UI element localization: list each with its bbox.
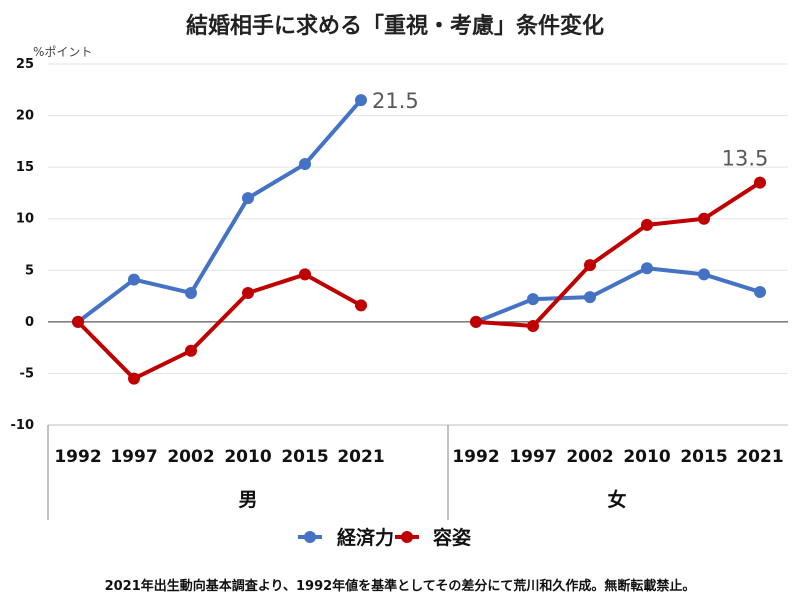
data-point: [242, 192, 254, 205]
series-line: [76, 272, 363, 381]
data-point: [527, 293, 539, 306]
y-tick-label: 0: [25, 315, 34, 330]
legend-label: 経済力: [337, 526, 394, 549]
data-point: [754, 176, 766, 189]
chart-title: 結婚相手に求める「重視・考慮」条件変化: [186, 13, 604, 39]
legend-marker: [304, 531, 316, 543]
legend-label: 容姿: [433, 526, 471, 549]
group-label: 男: [238, 489, 257, 511]
y-unit-label: %ポイント: [33, 45, 92, 59]
x-tick-label: 2010: [224, 447, 271, 467]
data-point: [641, 218, 653, 231]
data-point: [641, 262, 653, 275]
legend: 経済力 容姿: [298, 526, 471, 549]
y-tick-label: 20: [16, 109, 34, 124]
data-point: [299, 268, 311, 281]
x-tick-label: 2021: [337, 447, 384, 467]
x-tick-label: 2002: [566, 447, 613, 467]
data-point: [185, 344, 197, 357]
x-tick-label: 1997: [110, 447, 157, 467]
y-tick-label: 10: [16, 212, 34, 227]
data-point: [584, 259, 596, 272]
data-point: [355, 299, 367, 312]
data-point: [128, 372, 140, 385]
gridlines: [48, 63, 788, 426]
legend-marker: [401, 531, 413, 543]
series-line: [76, 98, 363, 324]
y-tick-label: 5: [25, 263, 34, 278]
data-point: [72, 315, 84, 328]
x-tick-label: 2010: [623, 447, 670, 467]
data-point: [698, 268, 710, 281]
series-line: [474, 266, 762, 324]
x-tick-label: 2015: [680, 447, 727, 467]
x-tick-label: 1992: [54, 447, 101, 467]
x-tick-label: 2015: [281, 447, 328, 467]
x-tick-label: 2002: [167, 447, 214, 467]
y-tick-label: -5: [20, 366, 34, 381]
data-label: 13.5: [722, 147, 769, 171]
y-tick-label: 15: [16, 160, 34, 175]
y-tick-label: -10: [11, 418, 35, 433]
data-point: [754, 285, 766, 298]
data-point: [470, 315, 482, 328]
x-tick-label: 1997: [509, 447, 556, 467]
data-point: [355, 94, 367, 107]
data-label: 21.5: [372, 89, 419, 113]
series-line: [474, 180, 762, 328]
data-point: [299, 158, 311, 171]
data-point: [527, 319, 539, 332]
series-layer: [72, 94, 766, 385]
data-point: [584, 291, 596, 304]
data-point: [128, 273, 140, 286]
group-label: 女: [607, 488, 626, 511]
x-tick-label: 2021: [736, 447, 783, 467]
footnote: 2021年出生動向基本調査より、1992年値を基準としてその差分にて荒川和久作成…: [105, 578, 696, 594]
data-point: [242, 286, 254, 299]
data-point: [698, 212, 710, 225]
x-tick-label: 1992: [452, 447, 499, 467]
axes: [47, 321, 788, 520]
y-tick-label: 25: [16, 57, 34, 72]
data-point: [185, 286, 197, 299]
